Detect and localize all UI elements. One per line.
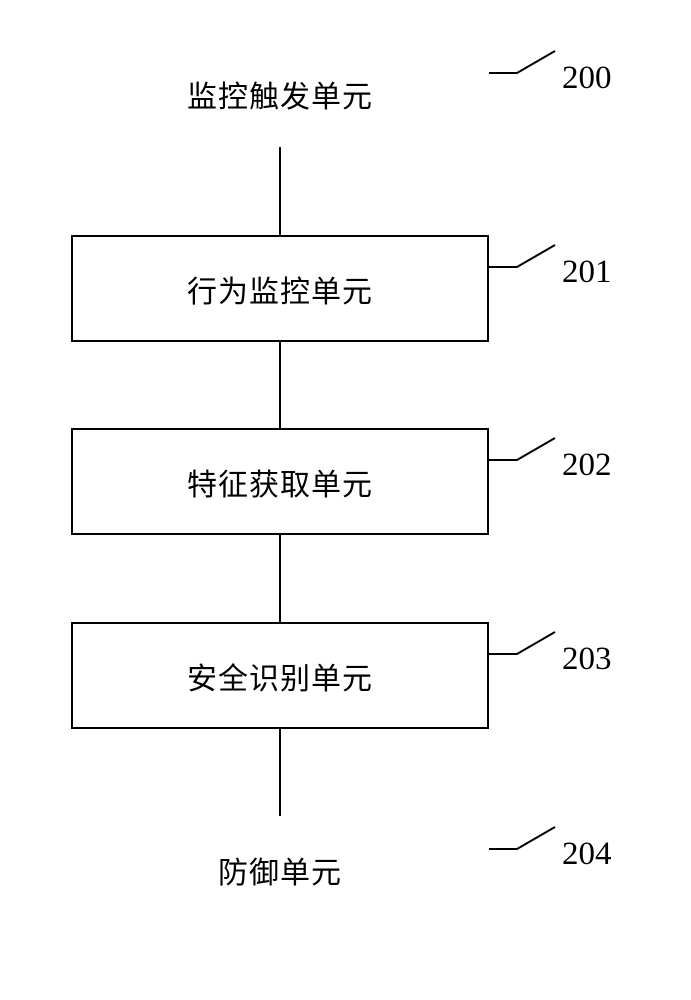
node-label-n1: 行为监控单元 — [187, 267, 373, 311]
callout-leader-200 — [489, 51, 555, 73]
node-n3: 安全识别单元 — [71, 622, 489, 729]
node-label-n3: 安全识别单元 — [187, 654, 373, 698]
callout-leader-202 — [489, 438, 555, 460]
node-n0: 监控触发单元 — [71, 40, 489, 147]
callout-leader-201 — [489, 245, 555, 267]
ref-label-200: 200 — [562, 60, 612, 97]
ref-label-201: 201 — [562, 254, 612, 291]
callout-leader-203 — [489, 632, 555, 654]
node-label-n0: 监控触发单元 — [187, 72, 373, 116]
node-n2: 特征获取单元 — [71, 428, 489, 535]
node-n1: 行为监控单元 — [71, 235, 489, 342]
node-n4: 防御单元 — [71, 816, 489, 923]
node-label-n2: 特征获取单元 — [187, 460, 373, 504]
callout-leader-204 — [489, 827, 555, 849]
ref-label-202: 202 — [562, 447, 612, 484]
node-label-n4: 防御单元 — [218, 848, 342, 892]
ref-label-203: 203 — [562, 641, 612, 678]
ref-label-204: 204 — [562, 836, 612, 873]
